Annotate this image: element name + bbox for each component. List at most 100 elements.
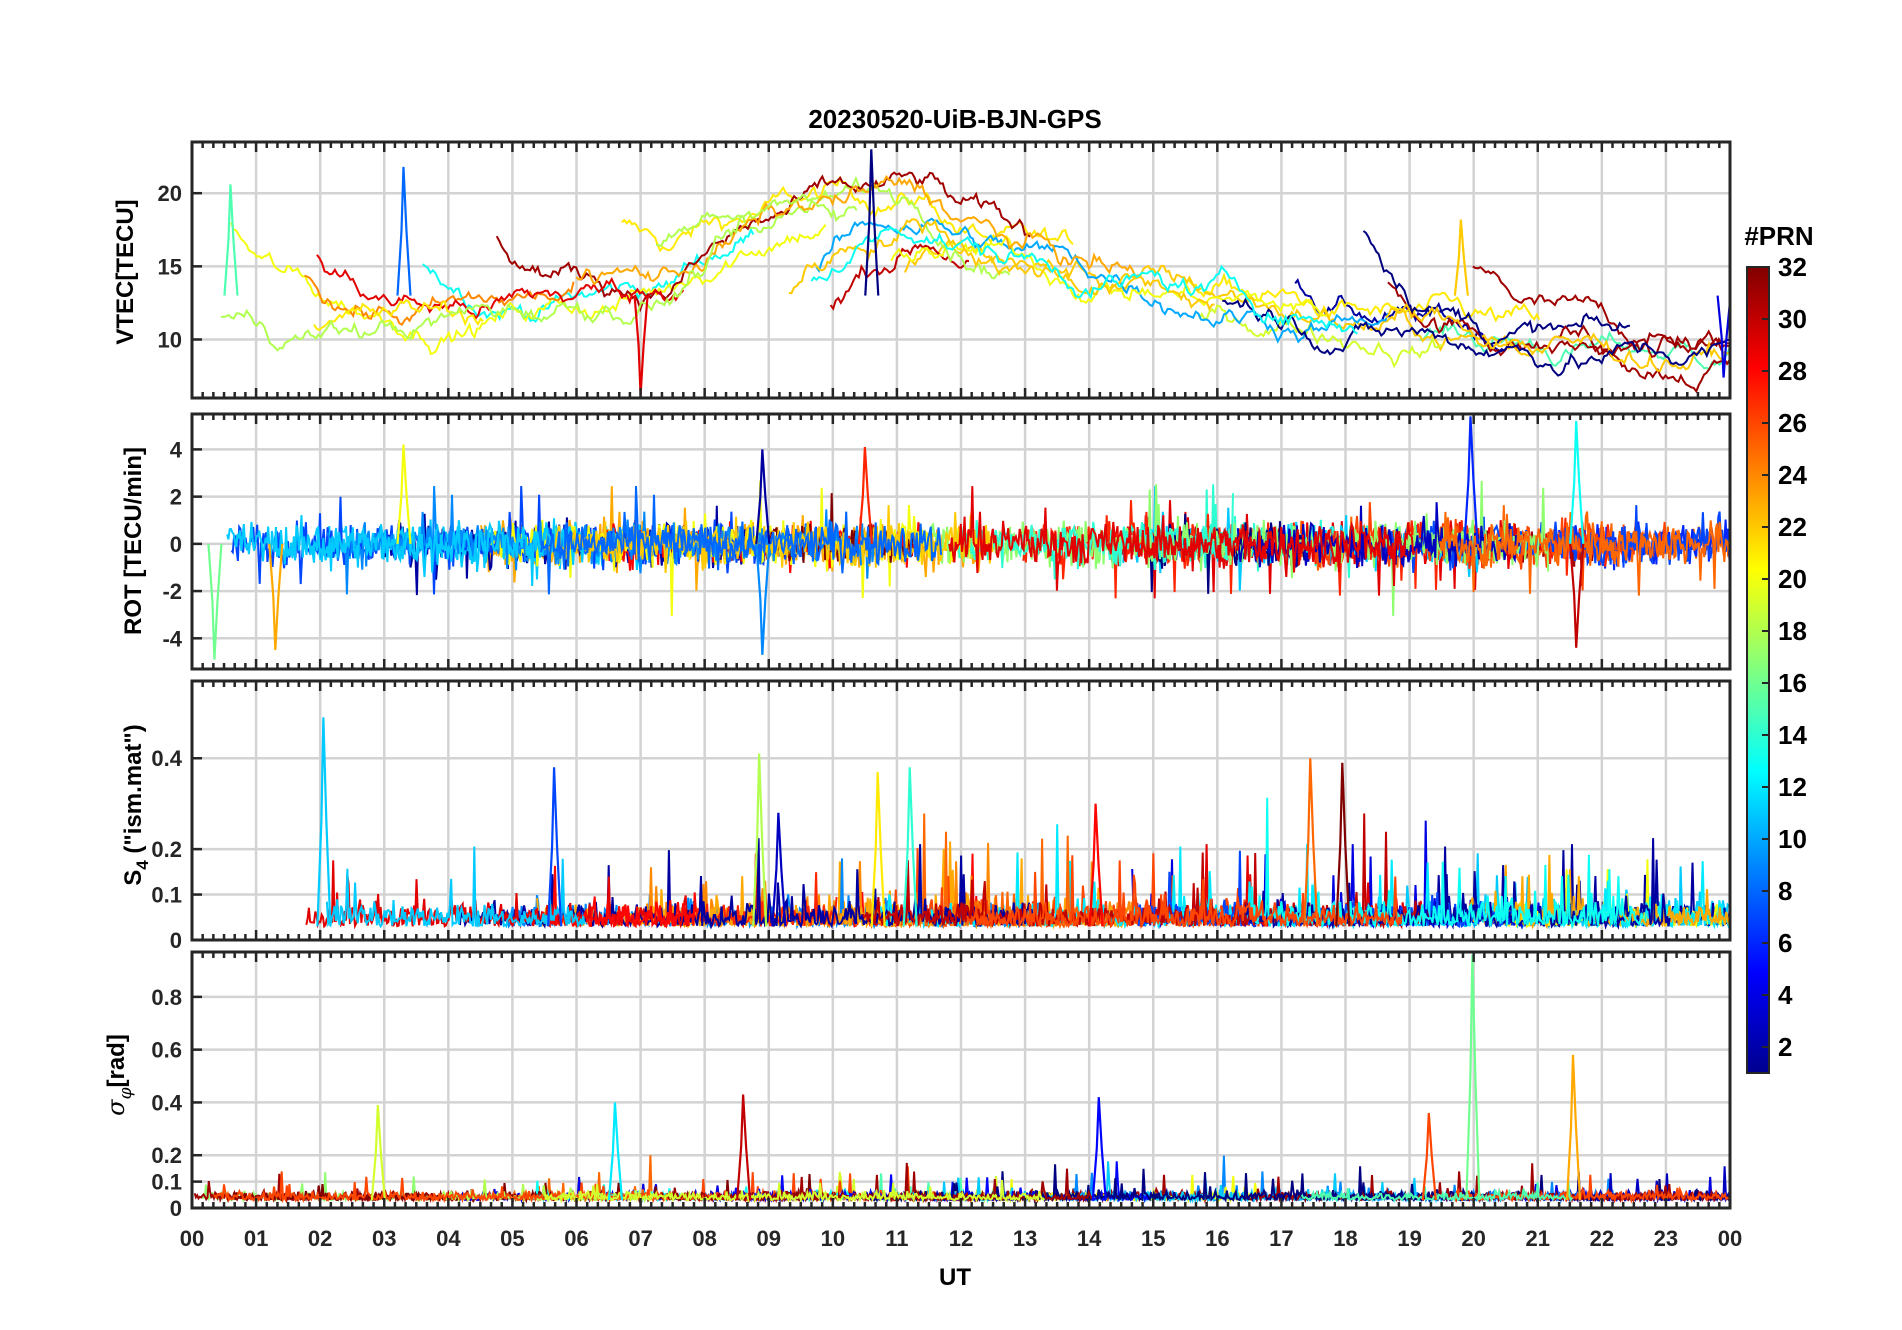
data-peak xyxy=(1303,758,1319,927)
data-peak xyxy=(1421,1112,1437,1201)
y-tick-label: 0.4 xyxy=(151,1090,182,1115)
x-tick-label: 05 xyxy=(500,1226,524,1251)
prn-trace xyxy=(815,217,1389,344)
prn-trace xyxy=(316,254,685,321)
data-peak xyxy=(1463,416,1479,544)
x-tick-label: 22 xyxy=(1590,1226,1614,1251)
y-tick-label: -2 xyxy=(162,579,182,604)
data-peak xyxy=(370,1105,386,1201)
prn-trace xyxy=(810,226,1358,335)
y-tick-label: 15 xyxy=(158,254,182,279)
prn-trace xyxy=(1439,511,1730,596)
x-tick-labels: 00 01 02 03 04 05 06 07 08 09 10 11 12 13 14 15 16 17 18 19… xyxy=(180,1226,1742,1251)
prn-trace xyxy=(1362,230,1631,346)
data-peak xyxy=(857,446,873,544)
colorbar-tick-label: 22 xyxy=(1778,512,1807,542)
data-peak xyxy=(1465,954,1481,1201)
traces xyxy=(220,171,1730,394)
colorbar xyxy=(1746,266,1770,1074)
data-peak xyxy=(870,771,886,927)
colorbar-tick-label: 32 xyxy=(1778,252,1807,282)
prn-trace xyxy=(966,855,1403,930)
x-tick-label: 11 xyxy=(885,1226,908,1251)
prn-trace xyxy=(226,515,586,587)
data-peak xyxy=(207,543,223,660)
x-tick-label: 12 xyxy=(949,1226,973,1251)
colorbar-title: #PRN xyxy=(1744,221,1813,251)
prn-trace xyxy=(655,175,1011,280)
colorbar-tick-label: 4 xyxy=(1778,980,1793,1010)
traces xyxy=(193,1155,1730,1205)
data-peak xyxy=(396,166,412,296)
y-tick-label: 0.2 xyxy=(151,1143,182,1168)
y-tick-label: 0 xyxy=(170,532,182,557)
data-peak xyxy=(268,543,284,651)
x-axis-label: UT xyxy=(939,1264,971,1291)
x-tick-label: 14 xyxy=(1077,1226,1102,1251)
data-peak xyxy=(752,753,768,927)
x-tick-label: 00 xyxy=(1718,1226,1742,1251)
data-peak xyxy=(864,149,880,296)
prn-trace xyxy=(1472,265,1730,354)
traces xyxy=(226,480,1730,617)
prn-trace xyxy=(1387,281,1729,358)
data-peak xyxy=(1565,1054,1582,1201)
y-tick-label: 0.6 xyxy=(151,1038,182,1063)
data-peak xyxy=(396,444,412,544)
colorbar-tick-label: 8 xyxy=(1778,876,1792,906)
colorbar-tick-label: 30 xyxy=(1778,304,1807,334)
data-peak xyxy=(1569,421,1585,544)
data-peak xyxy=(546,767,563,927)
y-tick-label: 0.8 xyxy=(151,985,182,1010)
data-peak xyxy=(223,184,239,296)
data-peak xyxy=(1569,543,1585,648)
prn-trace xyxy=(495,171,1031,313)
x-tick-label: 06 xyxy=(564,1226,588,1251)
y-tick-label: 0.1 xyxy=(151,883,182,908)
rot-panel: -4 -2 0 2 4 xyxy=(162,412,1732,671)
rot-axis-label: ROT [TECU/min] xyxy=(120,447,147,635)
y-tick-label: -4 xyxy=(162,626,182,651)
x-tick-label: 15 xyxy=(1141,1226,1165,1251)
colorbar-tick-label: 20 xyxy=(1778,564,1807,594)
x-tick-label: 04 xyxy=(436,1226,461,1251)
colorbar-tick-label: 14 xyxy=(1778,720,1807,750)
x-tick-label: 03 xyxy=(372,1226,396,1251)
x-tick-label: 13 xyxy=(1013,1226,1037,1251)
data-peak xyxy=(736,1094,752,1201)
prn-trace xyxy=(1448,1174,1730,1204)
y-tick-label: 2 xyxy=(170,485,182,510)
prn-trace xyxy=(1385,302,1730,372)
prn-trace xyxy=(550,865,697,929)
prn-trace xyxy=(829,243,970,311)
data-peak xyxy=(771,812,787,927)
x-tick-label: 10 xyxy=(821,1226,845,1251)
colorbar-tick-label: 18 xyxy=(1778,616,1807,646)
y-tick-label: 4 xyxy=(170,437,183,462)
x-tick-label: 07 xyxy=(628,1226,652,1251)
vtec-panel: 10 15 20 xyxy=(158,140,1732,400)
x-tick-label: 19 xyxy=(1397,1226,1421,1251)
data-peak xyxy=(755,543,771,655)
data-peak xyxy=(902,767,918,927)
data-peak xyxy=(1088,803,1104,927)
data-peak xyxy=(607,1102,624,1201)
prn-trace xyxy=(540,486,943,595)
colorbar-tick-label: 12 xyxy=(1778,772,1807,802)
data-peak xyxy=(755,449,771,544)
prn-trace xyxy=(1300,1180,1574,1203)
s4-panel: 0 0.1 0.2 0.4 xyxy=(151,679,1732,953)
y-tick-label: 0.4 xyxy=(151,746,182,771)
traces xyxy=(305,797,1730,930)
colorbar-tick-label: 16 xyxy=(1778,668,1807,698)
prn-trace xyxy=(948,486,1416,591)
y-tick-label: 10 xyxy=(158,327,182,352)
x-tick-label: 08 xyxy=(692,1226,716,1251)
data-peak xyxy=(1716,295,1730,378)
prn-trace xyxy=(325,846,586,929)
x-tick-label: 01 xyxy=(244,1226,268,1251)
x-tick-label: 17 xyxy=(1269,1226,1293,1251)
data-peak xyxy=(1335,762,1351,927)
y-tick-label: 20 xyxy=(158,181,182,206)
y-tick-label: 0 xyxy=(170,1196,182,1221)
